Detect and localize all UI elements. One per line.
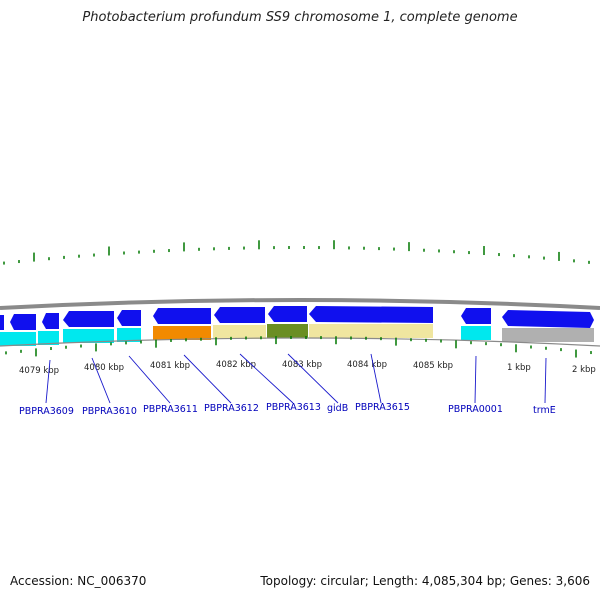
gene-labels: PBPRA3609 PBPRA3610 PBPRA3611 PBPRA3612 … bbox=[19, 402, 556, 417]
label-leaders bbox=[45, 353, 547, 404]
feature-bar[interactable] bbox=[213, 325, 266, 339]
kbp-label: 4080 kbp bbox=[84, 363, 124, 373]
map-title: Photobacterium profundum SS9 chromosome … bbox=[82, 10, 518, 25]
gene-arrow[interactable] bbox=[0, 315, 4, 330]
feature-bar[interactable] bbox=[38, 331, 59, 345]
gene-label-trme[interactable]: trmE bbox=[533, 405, 556, 416]
kbp-label: 4079 kbp bbox=[19, 366, 59, 376]
gene-label-pbpra3611[interactable]: PBPRA3611 bbox=[143, 404, 198, 415]
feature-bar[interactable] bbox=[502, 328, 594, 342]
kbp-scale: 4079 kbp 4080 kbp 4081 kbp 4082 kbp 4083… bbox=[19, 360, 596, 376]
gene-arrow[interactable] bbox=[10, 314, 36, 330]
feature-bar[interactable] bbox=[153, 326, 211, 340]
top-tick-row bbox=[3, 240, 590, 265]
kbp-label: 4085 kbp bbox=[413, 361, 453, 371]
gene-label-pbpra3613[interactable]: PBPRA3613 bbox=[266, 402, 321, 413]
gene-label-pbpra3612[interactable]: PBPRA3612 bbox=[204, 403, 259, 414]
kbp-label: 2 kbp bbox=[572, 365, 596, 375]
kbp-label: 1 kbp bbox=[507, 363, 531, 373]
gene-label-pbpra3610[interactable]: PBPRA3610 bbox=[82, 406, 137, 417]
gene-arrow[interactable] bbox=[214, 307, 265, 323]
feature-bar[interactable] bbox=[63, 329, 114, 343]
kbp-label: 4081 kbp bbox=[150, 361, 190, 371]
feature-bar[interactable] bbox=[0, 332, 36, 346]
feature-bar-track bbox=[0, 324, 594, 346]
gene-label-pbpra3615[interactable]: PBPRA3615 bbox=[355, 402, 410, 413]
feature-bar[interactable] bbox=[267, 324, 308, 338]
gene-arrow[interactable] bbox=[309, 306, 433, 323]
gene-arrow[interactable] bbox=[117, 310, 141, 326]
gene-label-pbpra0001[interactable]: PBPRA0001 bbox=[448, 404, 503, 415]
gene-label-pbpra3609[interactable]: PBPRA3609 bbox=[19, 406, 74, 417]
gene-label-gidb[interactable]: gidB bbox=[327, 403, 348, 414]
kbp-label: 4082 kbp bbox=[216, 360, 256, 370]
feature-bar[interactable] bbox=[117, 328, 141, 342]
gene-arrow[interactable] bbox=[42, 313, 59, 329]
kbp-label: 4083 kbp bbox=[282, 360, 322, 370]
forward-gene-track bbox=[0, 306, 594, 330]
bottom-tick-row bbox=[5, 336, 592, 358]
feature-bar[interactable] bbox=[461, 326, 491, 340]
kbp-label: 4084 kbp bbox=[347, 360, 387, 370]
gene-arrow[interactable] bbox=[268, 306, 307, 322]
accession-text: Accession: NC_006370 bbox=[10, 574, 147, 588]
gene-arrow[interactable] bbox=[461, 308, 491, 324]
backbone-inner bbox=[0, 337, 600, 347]
gene-arrow[interactable] bbox=[153, 308, 211, 324]
gene-arrow[interactable] bbox=[63, 311, 114, 327]
feature-bar[interactable] bbox=[309, 324, 433, 338]
topology-stats-text: Topology: circular; Length: 4,085,304 bp… bbox=[260, 574, 590, 588]
gene-arrow[interactable] bbox=[502, 310, 594, 328]
backbone-outer bbox=[0, 298, 600, 310]
